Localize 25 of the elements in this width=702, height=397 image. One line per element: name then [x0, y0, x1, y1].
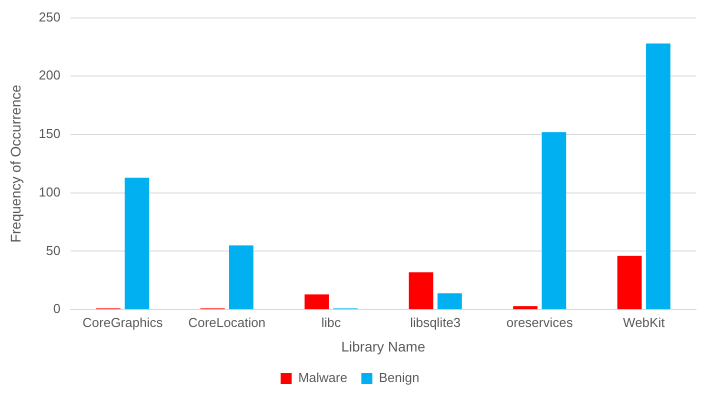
y-tick-label: 0 [53, 301, 60, 316]
x-tick-label: oreservices [506, 314, 574, 330]
y-tick-label: 50 [46, 242, 60, 258]
x-tick-label: CoreLocation [188, 314, 266, 330]
y-tick-label: 200 [38, 68, 60, 83]
y-tick-label: 100 [38, 184, 60, 200]
x-tick-label: WebKit [623, 314, 666, 330]
bar [513, 306, 538, 310]
legend-label: Malware [298, 370, 348, 386]
x-tick-label: libsqlite3 [410, 314, 461, 330]
x-tick-label: libc [321, 314, 342, 330]
bar [229, 245, 254, 310]
x-tick-label: CoreGraphics [82, 314, 164, 330]
bar [646, 43, 670, 310]
bar [124, 178, 150, 310]
legend-label: Benign [378, 370, 420, 386]
x-axis-title: Library Name [341, 338, 426, 354]
y-axis-title: Frequency of Occurrence [7, 84, 24, 243]
y-tick-label: 250 [38, 9, 60, 24]
bar [438, 293, 462, 310]
bar [542, 132, 566, 310]
bar [304, 294, 329, 310]
y-tick-label: 150 [38, 126, 60, 142]
bar [617, 256, 642, 310]
bar [408, 272, 434, 310]
